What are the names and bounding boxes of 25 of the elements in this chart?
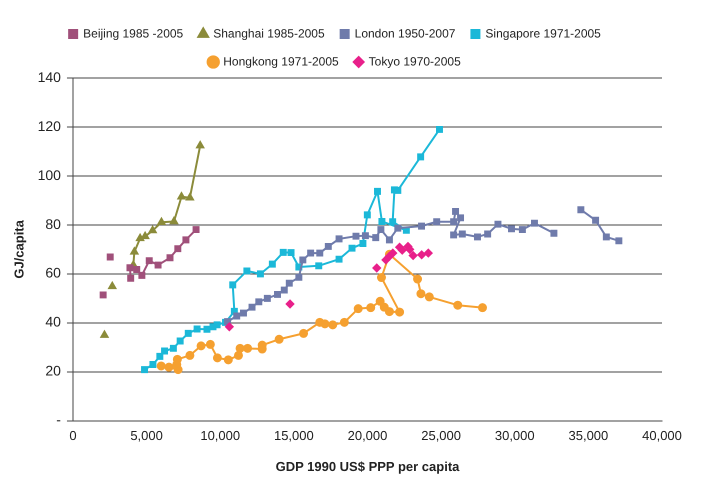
y-tick-label: 140	[38, 68, 62, 85]
y-tick-label: 60	[45, 264, 62, 281]
x-tick-label: 10,000	[200, 428, 240, 444]
legend-label: Tokyo 1970-2005	[368, 54, 462, 68]
y-tick-label: 40	[45, 314, 62, 330]
x-tick-label: 25,000	[421, 428, 461, 444]
x-tick-label: 5,000	[130, 428, 163, 444]
y-axis-title: GJ/capita	[11, 219, 26, 279]
legend-label: Shanghai 1985-2005	[213, 26, 325, 40]
legend-label: Beijing 1985 -2005	[83, 26, 184, 40]
legend-label: Singapore 1971-2005	[485, 26, 602, 40]
x-tick-label: 30,000	[494, 428, 535, 444]
y-tick-label: 80	[45, 216, 62, 232]
x-tick-label: 40,000	[642, 428, 682, 444]
y-tick-label: -	[56, 412, 62, 428]
legend-label: London 1950-2007	[354, 26, 456, 40]
y-tick-label: 120	[38, 118, 62, 134]
legend-label: Hongkong 1971-2005	[223, 54, 340, 68]
y-tick-label: 100	[38, 166, 62, 183]
x-tick-label: 0	[69, 428, 77, 444]
x-axis-title: GDP 1990 US$ PPP per capita	[276, 458, 460, 474]
y-tick-label: 20	[45, 362, 62, 379]
x-tick-label: 15,000	[274, 428, 314, 444]
x-tick-label: 35,000	[568, 428, 608, 444]
x-tick-label: 20,000	[348, 428, 388, 444]
